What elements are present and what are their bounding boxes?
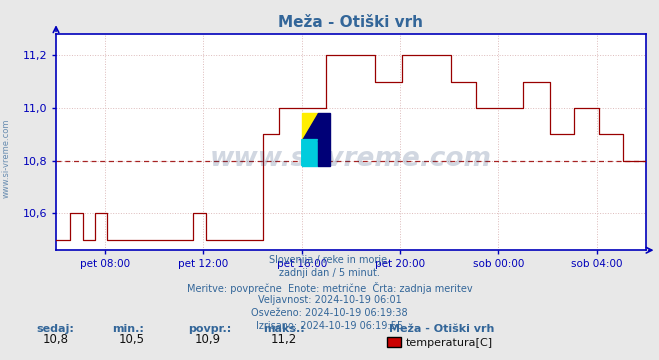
- Text: www.si-vreme.com: www.si-vreme.com: [210, 147, 492, 172]
- Text: min.:: min.:: [112, 324, 144, 334]
- Title: Meža - Otiški vrh: Meža - Otiški vrh: [278, 15, 424, 30]
- Text: 10,8: 10,8: [43, 333, 69, 346]
- Text: 11,2: 11,2: [270, 333, 297, 346]
- Text: 10,9: 10,9: [194, 333, 221, 346]
- Text: Slovenija / reke in morje.: Slovenija / reke in morje.: [269, 255, 390, 265]
- Text: 10,5: 10,5: [119, 333, 144, 346]
- Bar: [302, 113, 318, 140]
- Text: maks.:: maks.:: [264, 324, 305, 334]
- Text: temperatura[C]: temperatura[C]: [405, 338, 492, 348]
- Text: Veljavnost: 2024-10-19 06:01: Veljavnost: 2024-10-19 06:01: [258, 295, 401, 305]
- Text: www.si-vreme.com: www.si-vreme.com: [2, 119, 11, 198]
- Text: zadnji dan / 5 minut.: zadnji dan / 5 minut.: [279, 268, 380, 278]
- Text: Osveženo: 2024-10-19 06:19:38: Osveženo: 2024-10-19 06:19:38: [251, 308, 408, 318]
- Polygon shape: [302, 140, 318, 166]
- Text: Izrisano: 2024-10-19 06:19:55: Izrisano: 2024-10-19 06:19:55: [256, 321, 403, 332]
- Bar: [318, 113, 330, 166]
- Text: povpr.:: povpr.:: [188, 324, 231, 334]
- Polygon shape: [302, 113, 318, 140]
- Text: Meža - Otiški vrh: Meža - Otiški vrh: [389, 324, 494, 334]
- Bar: [302, 140, 318, 166]
- Text: sedaj:: sedaj:: [36, 324, 74, 334]
- Text: Meritve: povprečne  Enote: metrične  Črta: zadnja meritev: Meritve: povprečne Enote: metrične Črta:…: [186, 282, 473, 293]
